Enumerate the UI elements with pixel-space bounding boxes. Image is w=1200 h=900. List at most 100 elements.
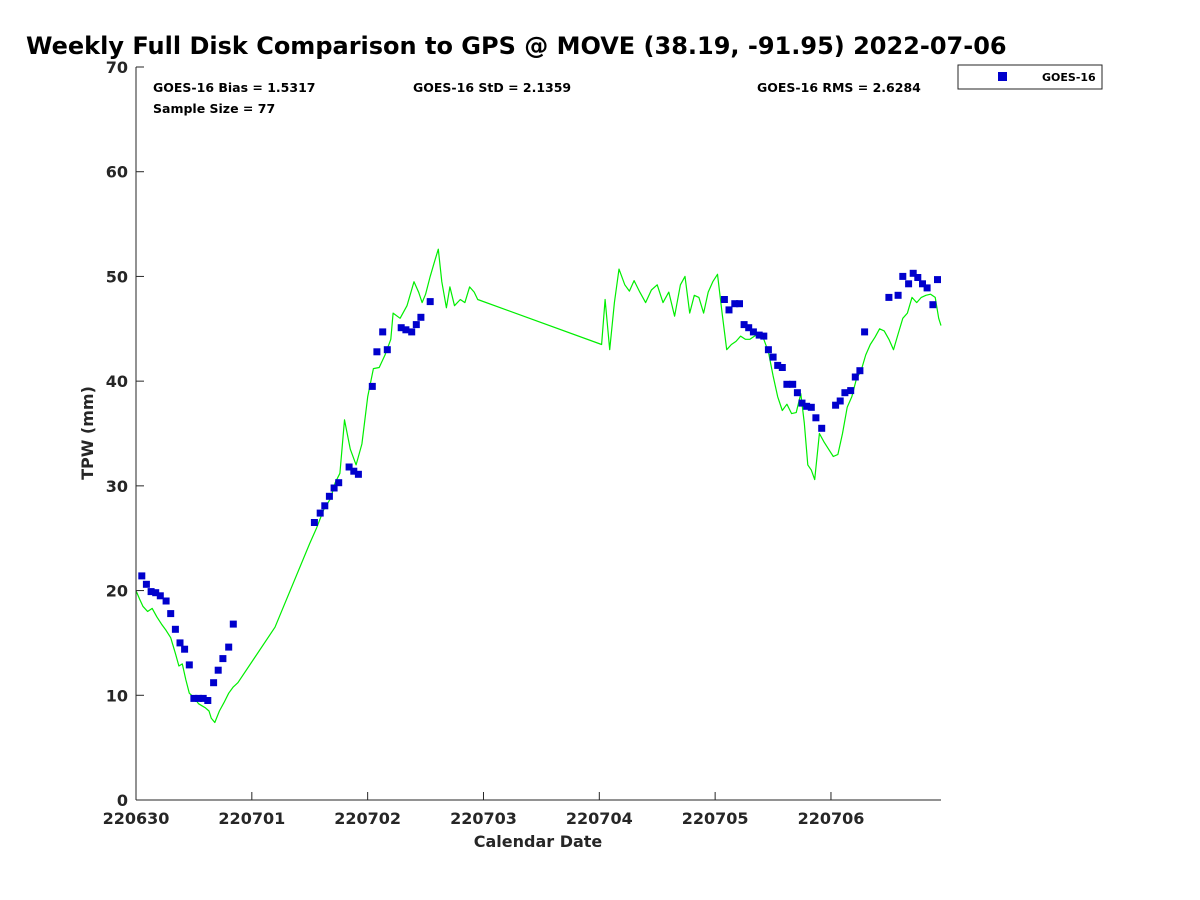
legend-marker-goes-16 [998, 72, 1007, 81]
goes-16-point [807, 403, 815, 411]
stat-rms: GOES-16 RMS = 2.6284 [757, 80, 921, 95]
goes-16-point [219, 655, 227, 663]
goes-16-point [350, 467, 358, 475]
goes-16-point [345, 463, 353, 471]
y-tick-label: 40 [106, 372, 128, 391]
goes-16-point [214, 666, 222, 674]
goes-16-point [171, 625, 179, 633]
goes-16-point [841, 389, 849, 397]
y-axis-label: TPW (mm) [78, 386, 97, 480]
goes-16-point [832, 401, 840, 409]
goes-16-point [736, 300, 743, 308]
goes-16-point [195, 694, 202, 702]
y-tick-label: 70 [106, 58, 128, 77]
goes-16-point [321, 502, 329, 510]
goes-16-point [847, 387, 855, 395]
goes-16-point [731, 300, 739, 308]
gps-line [135, 248, 942, 724]
goes-16-point [138, 572, 146, 580]
goes-16-point [402, 326, 410, 334]
x-tick-label: 220702 [334, 809, 401, 828]
chart-title: Weekly Full Disk Comparison to GPS @ MOV… [26, 32, 1007, 60]
goes-16-point [885, 293, 893, 301]
goes-16-point [774, 361, 782, 369]
goes-16-point [397, 324, 405, 332]
x-tick-label: 220703 [450, 809, 517, 828]
goes-16-point [181, 645, 189, 653]
goes-16-point [379, 328, 387, 336]
goes-16-point [185, 661, 193, 669]
goes-16-point [426, 298, 434, 306]
goes-16-point [204, 697, 212, 704]
y-tick-label: 50 [106, 267, 128, 286]
goes-16-point [199, 694, 207, 702]
legend-box [957, 64, 1103, 90]
goes-16-point [740, 321, 748, 329]
goes-16-point [861, 328, 869, 336]
goes-16-point [373, 348, 381, 356]
goes-16-point [760, 332, 768, 340]
goes-16-point [383, 346, 391, 354]
goes-16-point [152, 589, 160, 597]
goes-16-point [310, 519, 318, 526]
y-tick-label: 60 [106, 163, 128, 182]
goes-16-point [167, 610, 175, 618]
goes-16-point [316, 509, 324, 517]
goes-16-series [138, 269, 941, 704]
legend: GOES-16 [957, 64, 1103, 90]
goes-16-point [210, 679, 218, 687]
goes-16-point [408, 328, 416, 336]
goes-16-point [793, 389, 801, 397]
goes-16-point [836, 397, 844, 405]
stat-std: GOES-16 StD = 2.1359 [413, 80, 571, 95]
goes-16-point [162, 597, 170, 605]
goes-16-point [749, 328, 757, 336]
y-tick-label: 10 [106, 686, 128, 705]
goes-16-point [934, 276, 941, 284]
goes-16-point [803, 402, 811, 410]
stat-bias: GOES-16 Bias = 1.5317 [153, 80, 315, 95]
goes-16-point [176, 639, 184, 647]
y-tick-label: 20 [106, 582, 128, 601]
goes-16-point [229, 620, 237, 628]
plot-area [136, 67, 941, 800]
goes-16-point [354, 470, 362, 478]
goes-16-point [417, 313, 425, 321]
goes-16-point [818, 424, 826, 432]
goes-16-point [778, 364, 786, 371]
x-tick-label: 220704 [566, 809, 633, 828]
goes-16-point [798, 399, 806, 407]
goes-16-point [851, 373, 859, 381]
goes-16-point [909, 269, 917, 277]
goes-16-point [919, 280, 926, 288]
goes-16-point [412, 321, 420, 329]
x-tick-label: 220705 [682, 809, 749, 828]
goes-16-point [914, 274, 922, 281]
goes-16-point [368, 382, 376, 390]
goes-16-point [745, 324, 753, 332]
goes-16-point [764, 346, 772, 354]
legend-label-goes-16: GOES-16 [1042, 71, 1096, 84]
goes-16-point [783, 380, 791, 388]
goes-16-point [905, 280, 913, 288]
goes-16-point [156, 592, 164, 600]
goes-16-point [755, 331, 763, 339]
goes-16-point [856, 367, 864, 375]
gps-series [135, 248, 942, 724]
goes-16-point [929, 301, 937, 309]
y-tick-label: 0 [117, 791, 128, 810]
x-ticks: 220630 220701 220702 220703 220704 220705 2207… [103, 792, 864, 828]
goes-16-point [720, 296, 728, 303]
goes-16-point [769, 353, 777, 361]
goes-16-point [899, 272, 907, 280]
x-tick-label: 220701 [218, 809, 285, 828]
goes-16-point [894, 291, 902, 299]
goes-16-point [225, 643, 233, 651]
goes-16-point [725, 306, 733, 314]
goes-16-point [147, 588, 155, 596]
goes-16-point [789, 380, 797, 388]
axes: 0 10 20 30 40 50 60 70 220630 220701 220702 220703… [103, 58, 941, 828]
goes-16-point [142, 580, 150, 588]
y-ticks: 0 10 20 30 40 50 60 70 [106, 58, 144, 810]
